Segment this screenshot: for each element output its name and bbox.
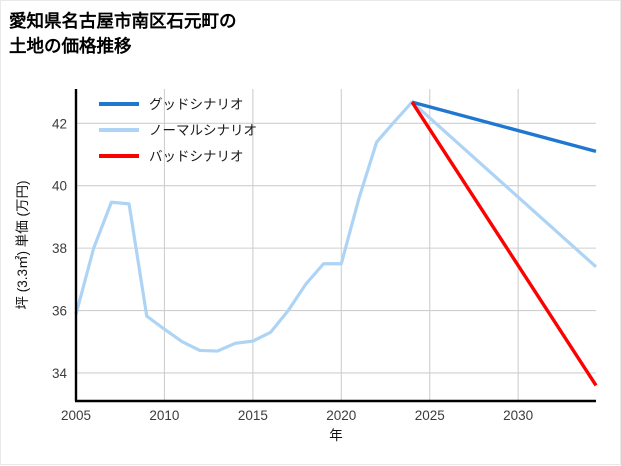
axes (74, 89, 596, 403)
data-series-group (74, 100, 598, 387)
gridlines (75, 89, 596, 401)
x-tick-label: 2015 (238, 408, 268, 423)
x-tick-label: 2025 (415, 408, 445, 423)
series-line (74, 100, 598, 353)
y-tick-label: 42 (52, 116, 67, 131)
legend-item-label: グッドシナリオ (149, 97, 244, 112)
series-line (410, 101, 598, 387)
y-tick-label: 36 (52, 304, 67, 319)
series-line (411, 100, 597, 154)
axis-tick-labels: 34 36 38 40 42 2005 2010 2015 2020 2025 2030 (52, 116, 533, 423)
x-tick-label: 2020 (326, 408, 356, 423)
y-axis-title: 坪 (3.3㎡) 単価 (万円) (15, 180, 30, 309)
x-tick-label: 2005 (61, 408, 91, 423)
legend-item-label: ノーマルシナリオ (149, 123, 257, 138)
page-title: 愛知県名古屋市南区石元町の 土地の価格推移 (9, 11, 237, 56)
x-axis-title: 年 (329, 428, 343, 443)
y-tick-label: 34 (52, 366, 68, 381)
axis-titles: 年 坪 (3.3㎡) 単価 (万円) (15, 180, 343, 443)
x-tick-label: 2030 (503, 408, 533, 423)
legend-item-label: バッドシナリオ (149, 149, 244, 164)
y-tick-label: 38 (52, 241, 67, 256)
y-tick-label: 40 (52, 179, 67, 194)
x-tick-label: 2010 (149, 408, 179, 423)
